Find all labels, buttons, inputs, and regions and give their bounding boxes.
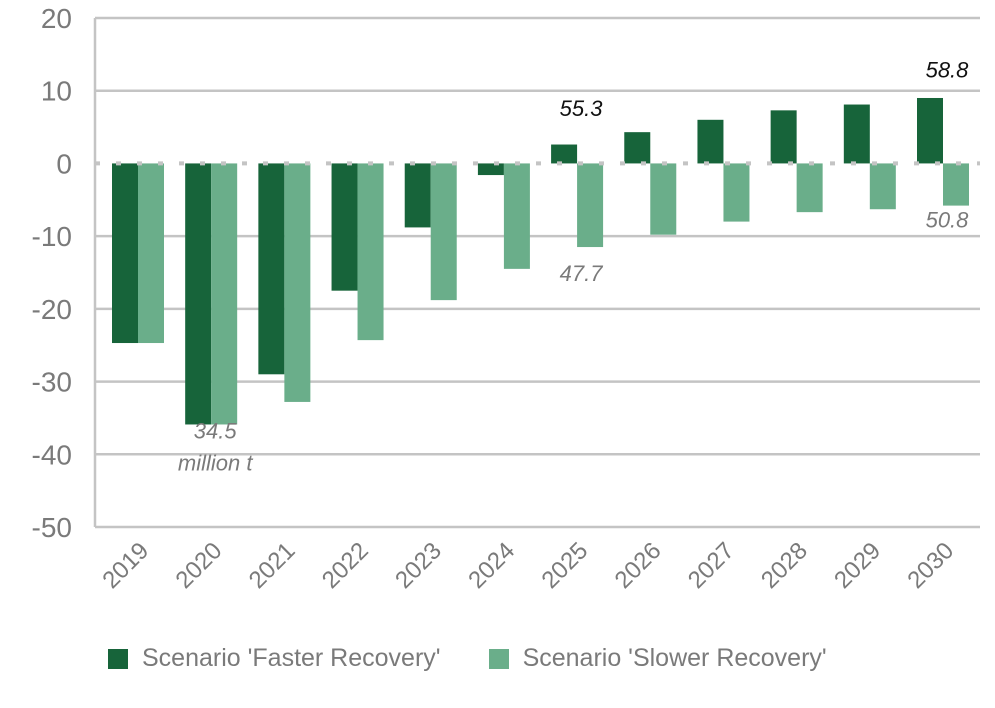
x-tick-label: 2029 (829, 537, 886, 594)
y-tick-label: -30 (32, 367, 72, 398)
y-tick-label: -50 (32, 512, 72, 543)
x-tick-label: 2027 (683, 537, 740, 594)
y-tick-label: -10 (32, 221, 72, 252)
bar-faster-2029 (843, 104, 870, 164)
bar-faster-2019 (112, 163, 138, 344)
bar-faster-2024 (477, 163, 504, 176)
bar-slower-2025 (577, 163, 604, 248)
x-tick-label: 2023 (390, 537, 447, 594)
y-tick-label: -40 (32, 439, 72, 470)
y-tick-label: -20 (32, 294, 72, 325)
x-tick-label: 2025 (536, 537, 593, 594)
bar-slower-2028 (796, 163, 823, 213)
legend-item-slower: Scenario 'Slower Recovery' (488, 644, 827, 673)
data-annotation: million t (178, 450, 253, 475)
legend-swatch-slower (488, 648, 509, 669)
bar-slower-2024 (503, 163, 530, 269)
chart-legend: Scenario 'Faster Recovery' Scenario 'Slo… (108, 644, 875, 673)
x-tick-label: 2026 (610, 537, 667, 594)
bar-slower-2020 (211, 163, 238, 425)
x-tick-label: 2024 (463, 537, 520, 594)
data-annotation: 58.8 (926, 58, 970, 83)
legend-label-faster: Scenario 'Faster Recovery' (142, 644, 441, 672)
y-tick-label: 10 (41, 76, 72, 107)
data-annotation: 55.3 (560, 96, 604, 121)
bar-slower-2023 (430, 163, 457, 301)
bar-faster-2021 (258, 163, 285, 375)
legend-label-slower: Scenario 'Slower Recovery' (522, 644, 827, 672)
x-tick-label: 2030 (902, 537, 959, 594)
x-tick-label: 2028 (756, 537, 813, 594)
bar-slower-2021 (284, 163, 311, 402)
bar-faster-2026 (624, 132, 651, 164)
x-tick-label: 2021 (244, 537, 301, 594)
bar-faster-2022 (331, 163, 358, 291)
bar-chart: 20 10 0 -10 -20 -30 -40 -50 2019 2020 2021 2022 2023… (32, 3, 980, 594)
bar-faster-2028 (770, 110, 797, 164)
data-annotation: 50.8 (926, 207, 970, 232)
data-annotation: 34.5 (194, 418, 238, 443)
bar-faster-2030 (917, 97, 943, 164)
bar-slower-2022 (357, 163, 384, 341)
bar-slower-2027 (723, 163, 750, 222)
x-tick-label: 2020 (171, 537, 228, 594)
x-tick-label: 2022 (317, 537, 374, 594)
bar-slower-2030 (943, 163, 969, 206)
bar-faster-2025 (551, 144, 578, 164)
legend-swatch-faster (108, 648, 128, 669)
bar-slower-2019 (138, 163, 164, 344)
bar-slower-2026 (650, 163, 677, 235)
data-annotation: 47.7 (560, 261, 604, 286)
bar-faster-2020 (185, 163, 212, 425)
bar-slower-2029 (869, 163, 896, 210)
x-tick-label: 2019 (97, 537, 154, 594)
legend-item-faster: Scenario 'Faster Recovery' (108, 644, 441, 673)
bar-faster-2023 (404, 163, 431, 228)
bar-faster-2027 (697, 119, 724, 164)
y-tick-label: 0 (56, 148, 72, 179)
y-tick-label: 20 (41, 3, 72, 34)
